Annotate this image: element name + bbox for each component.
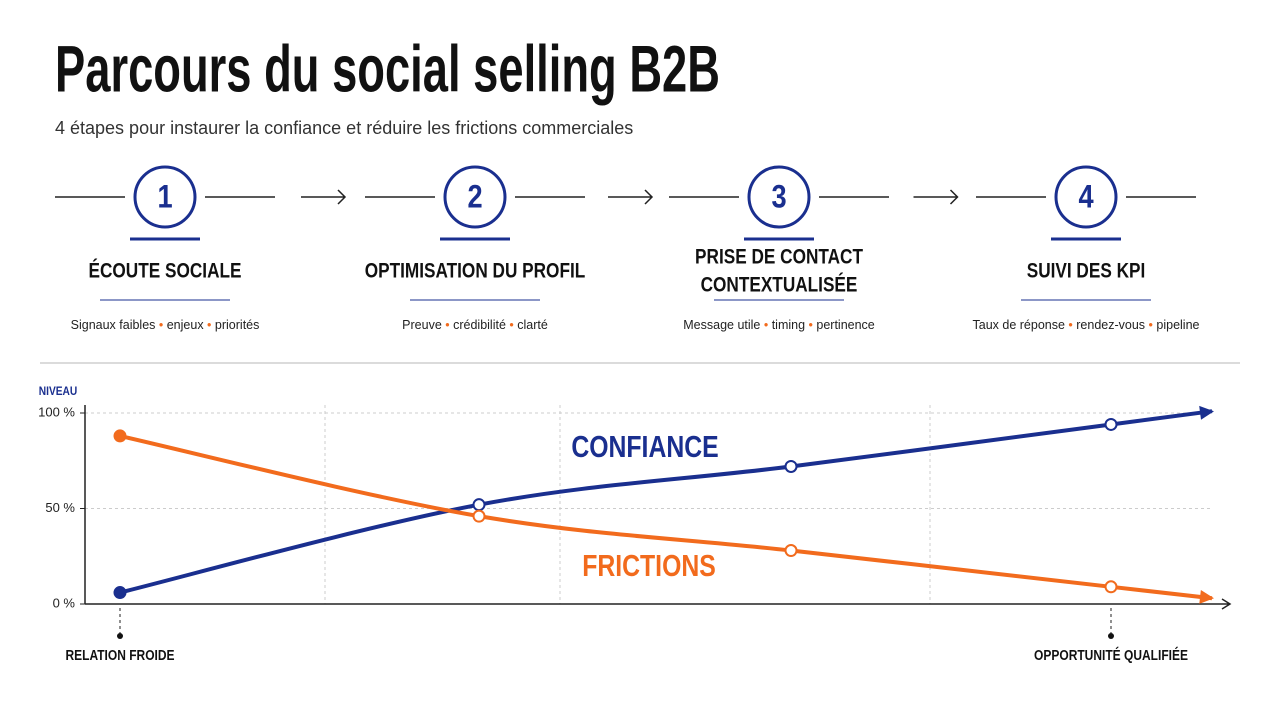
y-axis-label: NIVEAU (39, 385, 78, 398)
keyword: rendez-vous (1076, 318, 1145, 332)
separator: • (760, 318, 771, 332)
step-title: PRISE DE CONTACT (695, 246, 863, 269)
keyword: Message utile (683, 318, 760, 332)
step-number: 3 (771, 179, 786, 215)
step-arrow (301, 189, 347, 205)
step-number: 2 (467, 179, 482, 215)
step-keywords: Message utile • timing • pertinence (683, 318, 875, 332)
series-arrow (1110, 584, 1213, 601)
data-point (472, 509, 486, 523)
keyword: Taux de réponse (973, 318, 1065, 332)
separator: • (805, 318, 816, 332)
keyword: priorités (215, 318, 259, 332)
step-keywords: Taux de réponse • rendez-vous • pipeline (973, 318, 1200, 332)
step-circle (443, 165, 507, 229)
keyword: Signaux faibles (71, 318, 156, 332)
category-marker-dot (1108, 633, 1114, 639)
series-label: FRICTIONS (582, 549, 716, 583)
keyword: crédibilité (453, 318, 506, 332)
keyword: Preuve (402, 318, 442, 332)
y-tick-label: 0 % (53, 595, 76, 610)
step-title: ÉCOUTE SOCIALE (89, 259, 242, 283)
separator: • (1145, 318, 1156, 332)
data-point (113, 586, 127, 600)
x-axis (85, 598, 1232, 610)
step-number: 1 (157, 179, 172, 215)
series-arrowhead (1199, 589, 1214, 604)
separator: • (204, 318, 215, 332)
keyword: timing (772, 318, 805, 332)
data-point (472, 498, 486, 512)
step-keywords: Signaux faibles • enjeux • priorités (71, 318, 260, 332)
step-title: SUIVI DES KPI (1027, 260, 1146, 283)
title: Parcours du social selling B2B (55, 31, 720, 105)
separator: • (1065, 318, 1076, 332)
series-line (119, 422, 1112, 595)
separator: • (155, 318, 166, 332)
data-point (1104, 580, 1118, 594)
data-point (784, 459, 798, 473)
step-circle (747, 165, 811, 229)
y-tick-label: 50 % (45, 500, 75, 515)
series-label: CONFIANCE (571, 430, 718, 464)
data-point (784, 544, 798, 558)
step-number: 4 (1078, 179, 1094, 215)
keyword: clarté (517, 318, 548, 332)
series-line (119, 433, 1112, 589)
x-category-label: OPPORTUNITÉ QUALIFIÉE (1034, 647, 1188, 664)
keyword: pertinence (816, 318, 874, 332)
keyword: pipeline (1156, 318, 1199, 332)
step-circle (1054, 165, 1118, 229)
step-arrow (913, 189, 959, 205)
separator: • (442, 318, 453, 332)
series-arrow (1110, 409, 1213, 427)
step-circle (133, 165, 197, 229)
subtitle: 4 étapes pour instaurer la confiance et … (55, 118, 633, 138)
category-marker-dot (117, 633, 123, 639)
data-point (1104, 417, 1118, 431)
separator: • (506, 318, 517, 332)
series-arrowhead (1199, 405, 1214, 420)
keyword: enjeux (167, 318, 205, 332)
step-title: CONTEXTUALISÉE (701, 273, 858, 297)
x-category-label: RELATION FROIDE (65, 647, 174, 664)
step-arrow (608, 189, 654, 205)
step-keywords: Preuve • crédibilité • clarté (402, 318, 548, 332)
y-tick-label: 100 % (38, 404, 75, 419)
data-point (113, 429, 127, 443)
step-title: OPTIMISATION DU PROFIL (365, 260, 586, 283)
